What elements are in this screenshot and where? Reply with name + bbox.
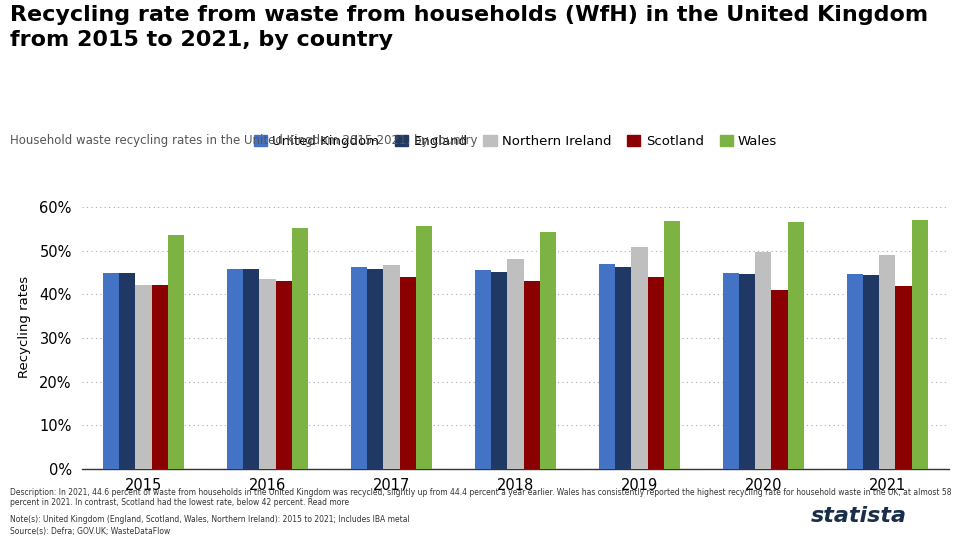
Bar [647,277,664,469]
Y-axis label: Recycling rates: Recycling rates [18,276,31,378]
Bar [896,287,912,469]
Text: statista: statista [810,506,906,526]
Bar [152,284,168,469]
Bar [507,259,524,469]
Bar [119,274,135,469]
Text: Description: In 2021, 44.6 percent of waste from households in the United Kingdo: Description: In 2021, 44.6 percent of wa… [10,488,951,507]
Text: Household waste recycling rates in the United Kingdom 2015-2021, by country: Household waste recycling rates in the U… [10,134,477,147]
Bar [616,267,631,469]
Bar [400,277,415,469]
Bar [723,272,739,469]
Bar [540,232,556,469]
Bar [739,274,756,469]
Bar [168,235,184,469]
Bar [415,226,432,469]
Bar [771,289,787,469]
Legend: United Kingdom, England, Northern Ireland, Scotland, Wales: United Kingdom, England, Northern Irelan… [248,130,783,153]
Bar [599,264,616,469]
Bar [863,275,879,469]
Bar [912,220,927,469]
Bar [260,278,275,469]
Bar [135,284,152,469]
Bar [384,265,400,469]
Bar [244,269,260,469]
Bar [879,256,896,469]
Bar [475,270,491,469]
Bar [104,273,119,469]
Bar [847,274,863,469]
Bar [524,281,540,469]
Bar [756,252,771,469]
Bar [351,267,367,469]
Bar [292,228,308,469]
Bar [227,269,244,469]
Bar [664,221,680,469]
Bar [275,281,292,469]
Text: Source(s): Defra; GOV.UK; WasteDataFlow: Source(s): Defra; GOV.UK; WasteDataFlow [10,527,170,536]
Text: Recycling rate from waste from households (WfH) in the United Kingdom
from 2015 : Recycling rate from waste from household… [10,5,927,50]
Text: Note(s): United Kingdom (England, Scotland, Wales, Northern Ireland): 2015 to 20: Note(s): United Kingdom (England, Scotla… [10,515,409,524]
Bar [787,222,804,469]
Bar [491,272,507,469]
Bar [631,247,647,469]
Bar [367,269,384,469]
